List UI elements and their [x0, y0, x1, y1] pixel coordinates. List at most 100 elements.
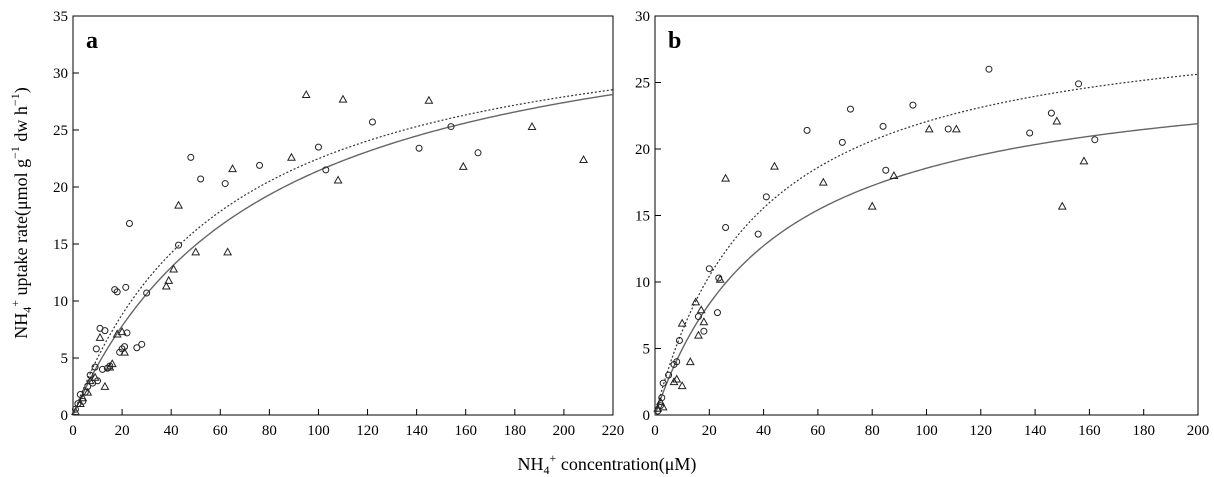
data-point-triangle	[691, 297, 701, 306]
plot-frame-b	[654, 15, 1199, 416]
data-point-circle	[122, 283, 130, 291]
panel-letter-b: b	[668, 28, 681, 54]
data-point-triangle	[191, 247, 201, 256]
data-point-triangle	[579, 155, 588, 164]
y-tick-label-a: 30	[53, 66, 68, 82]
data-point-triangle	[161, 281, 171, 290]
data-point-circle	[1047, 109, 1055, 117]
data-point-triangle	[699, 317, 709, 326]
data-point-circle	[882, 166, 890, 174]
y-tick-label-a: 5	[61, 351, 69, 367]
y-tick-label-b: 30	[635, 9, 650, 25]
y-axis-title-exp2: −1	[8, 93, 22, 106]
x-tick-label-a: 200	[553, 423, 576, 439]
data-point-circle	[846, 105, 854, 113]
data-point-circle	[705, 265, 713, 273]
x-tick-label-b: 160	[1078, 423, 1101, 439]
data-point-circle	[754, 230, 762, 238]
data-point-triangle	[301, 90, 311, 99]
data-point-triangle	[75, 398, 85, 407]
data-point-circle	[694, 313, 702, 321]
data-point-triangle	[78, 393, 88, 402]
data-point-circle	[256, 161, 264, 169]
x-tick-label-a: 160	[454, 423, 477, 439]
x-tick-label-b: 180	[1132, 423, 1155, 439]
data-point-circle	[713, 309, 721, 317]
x-tick-label-a: 80	[262, 423, 277, 439]
data-point-triangle	[424, 95, 434, 104]
x-tick-label-b: 120	[970, 423, 993, 439]
data-point-triangle	[90, 372, 100, 381]
data-point-triangle	[95, 332, 105, 341]
data-point-circle	[722, 223, 730, 231]
panel-letter-a: a	[86, 28, 98, 54]
y-tick-label-a: 0	[61, 408, 69, 424]
x-tick-label-b: 200	[1187, 423, 1210, 439]
data-point-circle	[98, 365, 106, 373]
y-tick-label-b: 20	[635, 142, 650, 158]
data-point-triangle	[924, 124, 934, 133]
data-point-triangle	[164, 275, 174, 284]
data-point-triangle	[169, 264, 179, 273]
y-tick-label-a: 20	[53, 180, 68, 196]
data-point-triangle	[458, 161, 468, 170]
data-point-triangle	[655, 397, 665, 406]
data-point-triangle	[1057, 201, 1067, 210]
data-point-circle	[1075, 80, 1083, 88]
fit-curve-solid-b	[654, 123, 1199, 416]
data-point-triangle	[672, 374, 682, 383]
data-point-triangle	[658, 402, 668, 411]
x-axis-title-subscript: 4	[544, 463, 550, 477]
y-tick-label-b: 10	[635, 275, 650, 291]
data-point-circle	[762, 193, 770, 201]
data-point-circle	[221, 180, 229, 188]
x-tick-label-a: 180	[504, 423, 527, 439]
data-point-circle	[125, 219, 133, 227]
data-point-circle	[1091, 136, 1099, 144]
x-tick-label-a: 100	[307, 423, 330, 439]
data-point-triangle	[770, 161, 779, 170]
x-axis-title-superscript: +	[550, 451, 557, 465]
data-point-circle	[985, 65, 993, 73]
data-point-triangle	[174, 200, 183, 209]
data-point-circle	[175, 241, 183, 249]
data-point-triangle	[1052, 116, 1062, 125]
data-point-triangle	[669, 377, 679, 386]
x-axis-title-rest: concentration(μM)	[556, 454, 696, 475]
x-tick-label-b: 0	[651, 423, 659, 439]
y-tick-label-a: 10	[53, 294, 68, 310]
fit-curve-solid-a	[72, 93, 614, 416]
fit-curve-dotted-b	[654, 73, 1199, 416]
x-tick-label-b: 100	[915, 423, 938, 439]
y-tick-label-a: 25	[53, 123, 68, 139]
data-point-circle	[474, 149, 482, 157]
x-tick-label-b: 20	[702, 423, 717, 439]
data-point-triangle	[818, 177, 828, 186]
y-axis-title-tail: dw h	[11, 106, 31, 146]
data-point-triangle	[223, 247, 233, 256]
data-point-triangle	[715, 274, 725, 283]
data-point-circle	[187, 153, 195, 161]
data-point-circle	[101, 327, 109, 335]
data-point-circle	[879, 122, 887, 130]
data-point-circle	[665, 371, 673, 379]
data-point-circle	[700, 327, 708, 335]
data-point-triangle	[228, 164, 237, 173]
y-axis-title-main: NH	[11, 313, 31, 339]
chart-panel-a: a 0 20 40 60 80 100 120 140 160 180 200 220 0 5 10 15 20 2…	[53, 9, 624, 439]
data-point-circle	[113, 288, 121, 296]
chart-panel-b: b 0 20 40 60 80 100 120 140 160 180 200 0 5 10 15 20 25 30	[635, 9, 1209, 439]
data-point-triangle	[653, 403, 663, 412]
x-axis-title-main: NH	[518, 454, 544, 474]
x-tick-label-b: 140	[1024, 423, 1047, 439]
data-point-circle	[659, 379, 667, 387]
data-point-circle	[314, 143, 322, 151]
data-point-circle	[71, 405, 79, 413]
x-tick-label-a: 220	[602, 423, 625, 439]
y-axis-title-exp: −1	[8, 146, 22, 159]
data-point-circle	[91, 363, 99, 371]
data-point-triangle	[527, 121, 537, 130]
y-tick-label-a: 15	[53, 237, 68, 253]
x-tick-label-b: 80	[865, 423, 880, 439]
x-tick-label-a: 40	[164, 423, 179, 439]
